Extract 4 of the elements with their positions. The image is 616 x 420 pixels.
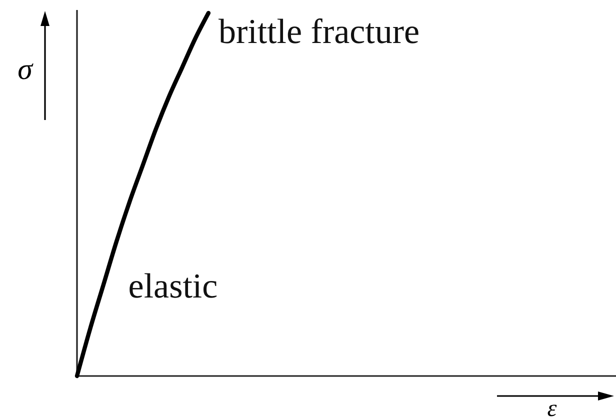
annotation: elastic	[128, 266, 218, 306]
x-axis-title: ε	[547, 396, 558, 420]
y-axis-title: σ	[18, 53, 34, 86]
annotation: brittle fracture	[218, 12, 420, 51]
